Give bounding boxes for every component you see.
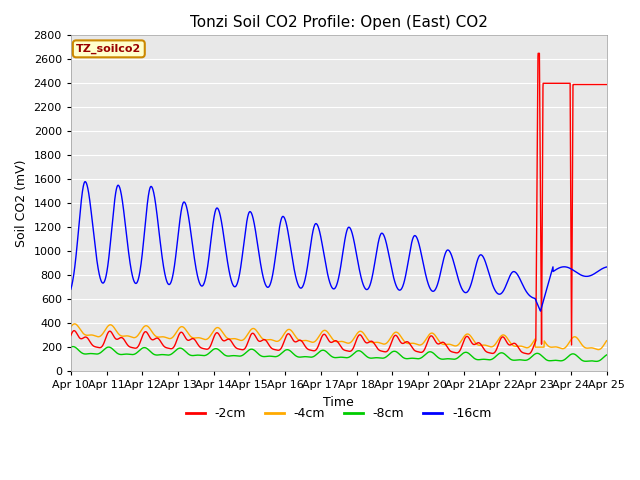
Text: TZ_soilco2: TZ_soilco2 [76, 44, 141, 54]
Title: Tonzi Soil CO2 Profile: Open (East) CO2: Tonzi Soil CO2 Profile: Open (East) CO2 [190, 15, 488, 30]
X-axis label: Time: Time [323, 396, 354, 408]
Y-axis label: Soil CO2 (mV): Soil CO2 (mV) [15, 159, 28, 247]
Legend: -2cm, -4cm, -8cm, -16cm: -2cm, -4cm, -8cm, -16cm [181, 402, 497, 425]
